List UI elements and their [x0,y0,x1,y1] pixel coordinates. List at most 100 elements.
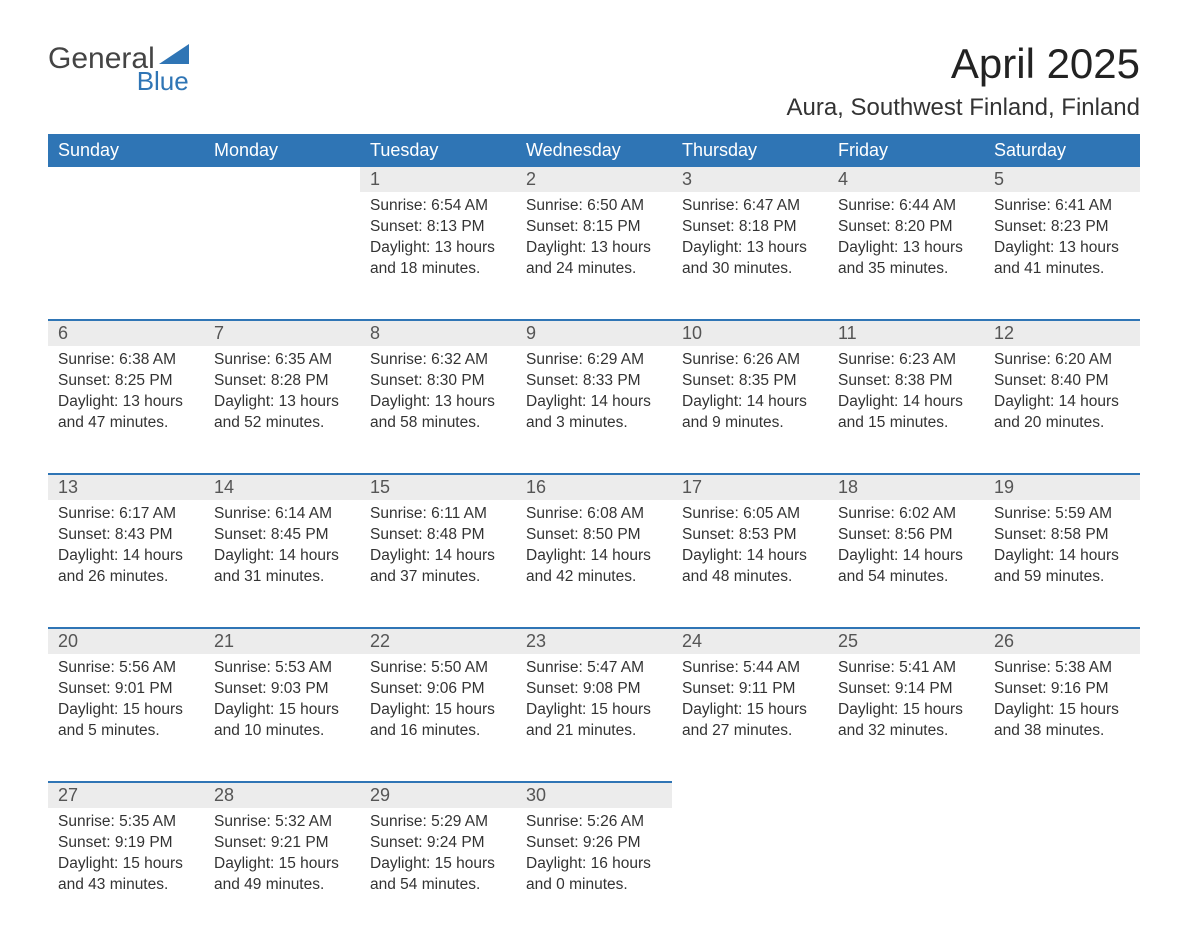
day-details: Sunrise: 5:50 AMSunset: 9:06 PMDaylight:… [360,654,516,756]
day-detail-line: and 9 minutes. [682,413,818,434]
day-number-cell: 25 [828,628,984,654]
day-details: Sunrise: 5:38 AMSunset: 9:16 PMDaylight:… [984,654,1140,756]
day-detail-line: Daylight: 13 hours [370,392,506,413]
day-detail-line: Daylight: 13 hours [214,392,350,413]
day-body-cell: Sunrise: 5:53 AMSunset: 9:03 PMDaylight:… [204,654,360,782]
day-body-row: Sunrise: 6:17 AMSunset: 8:43 PMDaylight:… [48,500,1140,628]
day-detail-line: Sunset: 8:25 PM [58,371,194,392]
day-number-cell [48,167,204,192]
day-detail-line: Sunrise: 6:29 AM [526,350,662,371]
day-detail-line: Sunset: 9:01 PM [58,679,194,700]
day-detail-line: Daylight: 15 hours [682,700,818,721]
day-detail-line: Sunset: 9:21 PM [214,833,350,854]
day-body-cell: Sunrise: 6:05 AMSunset: 8:53 PMDaylight:… [672,500,828,628]
day-detail-line: Daylight: 16 hours [526,854,662,875]
day-detail-line: Sunrise: 6:08 AM [526,504,662,525]
day-body-cell: Sunrise: 5:50 AMSunset: 9:06 PMDaylight:… [360,654,516,782]
day-body-cell: Sunrise: 6:32 AMSunset: 8:30 PMDaylight:… [360,346,516,474]
day-detail-line: and 52 minutes. [214,413,350,434]
day-body-row: Sunrise: 6:54 AMSunset: 8:13 PMDaylight:… [48,192,1140,320]
day-detail-line: Daylight: 14 hours [838,546,974,567]
day-header: Monday [204,134,360,167]
day-details: Sunrise: 6:32 AMSunset: 8:30 PMDaylight:… [360,346,516,448]
day-header: Sunday [48,134,204,167]
day-details: Sunrise: 5:47 AMSunset: 9:08 PMDaylight:… [516,654,672,756]
day-detail-line: Sunrise: 5:26 AM [526,812,662,833]
logo: General Blue [48,40,189,94]
day-number-cell: 7 [204,320,360,346]
day-detail-line: Sunrise: 5:41 AM [838,658,974,679]
day-details: Sunrise: 5:29 AMSunset: 9:24 PMDaylight:… [360,808,516,910]
day-details: Sunrise: 5:35 AMSunset: 9:19 PMDaylight:… [48,808,204,910]
day-details: Sunrise: 6:26 AMSunset: 8:35 PMDaylight:… [672,346,828,448]
day-details [204,192,360,210]
day-number-cell: 5 [984,167,1140,192]
day-body-cell: Sunrise: 5:44 AMSunset: 9:11 PMDaylight:… [672,654,828,782]
day-details: Sunrise: 6:50 AMSunset: 8:15 PMDaylight:… [516,192,672,294]
day-detail-line: and 41 minutes. [994,259,1130,280]
day-details: Sunrise: 5:44 AMSunset: 9:11 PMDaylight:… [672,654,828,756]
day-details: Sunrise: 5:53 AMSunset: 9:03 PMDaylight:… [204,654,360,756]
day-detail-line: and 20 minutes. [994,413,1130,434]
day-detail-line: Sunset: 8:23 PM [994,217,1130,238]
logo-text-blue: Blue [48,68,189,94]
day-details: Sunrise: 6:54 AMSunset: 8:13 PMDaylight:… [360,192,516,294]
day-detail-line: and 26 minutes. [58,567,194,588]
day-detail-line: Sunrise: 6:50 AM [526,196,662,217]
day-number-cell: 20 [48,628,204,654]
day-detail-line: Sunset: 8:38 PM [838,371,974,392]
day-detail-line: and 30 minutes. [682,259,818,280]
day-details: Sunrise: 5:32 AMSunset: 9:21 PMDaylight:… [204,808,360,910]
day-details: Sunrise: 6:35 AMSunset: 8:28 PMDaylight:… [204,346,360,448]
day-body-cell [48,192,204,320]
day-body-cell: Sunrise: 6:17 AMSunset: 8:43 PMDaylight:… [48,500,204,628]
day-number-row: 27282930 [48,782,1140,808]
day-details: Sunrise: 6:08 AMSunset: 8:50 PMDaylight:… [516,500,672,602]
day-detail-line: Sunset: 9:14 PM [838,679,974,700]
day-number-cell: 17 [672,474,828,500]
day-detail-line: Sunrise: 5:47 AM [526,658,662,679]
day-detail-line: and 49 minutes. [214,875,350,896]
day-body-cell: Sunrise: 6:29 AMSunset: 8:33 PMDaylight:… [516,346,672,474]
day-detail-line: Sunset: 9:06 PM [370,679,506,700]
day-detail-line: Daylight: 14 hours [526,392,662,413]
day-detail-line: Daylight: 15 hours [994,700,1130,721]
day-body-cell [672,808,828,936]
day-detail-line: Daylight: 14 hours [214,546,350,567]
day-details: Sunrise: 6:20 AMSunset: 8:40 PMDaylight:… [984,346,1140,448]
day-details: Sunrise: 5:26 AMSunset: 9:26 PMDaylight:… [516,808,672,910]
day-detail-line: and 42 minutes. [526,567,662,588]
day-body-cell [204,192,360,320]
day-number-cell: 23 [516,628,672,654]
day-body-cell: Sunrise: 6:11 AMSunset: 8:48 PMDaylight:… [360,500,516,628]
day-detail-line: Daylight: 14 hours [370,546,506,567]
day-detail-line: and 38 minutes. [994,721,1130,742]
day-detail-line: Sunset: 8:13 PM [370,217,506,238]
calendar-table: SundayMondayTuesdayWednesdayThursdayFrid… [48,134,1140,936]
day-detail-line: Sunrise: 6:17 AM [58,504,194,525]
day-number-cell: 16 [516,474,672,500]
day-detail-line: Sunrise: 6:26 AM [682,350,818,371]
day-detail-line: Daylight: 13 hours [838,238,974,259]
day-details: Sunrise: 6:38 AMSunset: 8:25 PMDaylight:… [48,346,204,448]
day-detail-line: Sunrise: 6:02 AM [838,504,974,525]
day-number-cell: 29 [360,782,516,808]
day-number-cell: 8 [360,320,516,346]
day-detail-line: Sunset: 8:28 PM [214,371,350,392]
day-body-cell: Sunrise: 6:41 AMSunset: 8:23 PMDaylight:… [984,192,1140,320]
day-number-cell: 18 [828,474,984,500]
day-body-cell [984,808,1140,936]
day-number-cell: 28 [204,782,360,808]
day-detail-line: Sunrise: 5:53 AM [214,658,350,679]
day-detail-line: Daylight: 15 hours [58,700,194,721]
day-detail-line: and 15 minutes. [838,413,974,434]
day-detail-line: Sunrise: 5:44 AM [682,658,818,679]
day-number-cell: 13 [48,474,204,500]
day-header: Saturday [984,134,1140,167]
day-detail-line: Daylight: 15 hours [58,854,194,875]
day-number-cell: 14 [204,474,360,500]
day-body-cell: Sunrise: 6:14 AMSunset: 8:45 PMDaylight:… [204,500,360,628]
day-detail-line: and 27 minutes. [682,721,818,742]
day-detail-line: and 18 minutes. [370,259,506,280]
day-body-cell: Sunrise: 6:44 AMSunset: 8:20 PMDaylight:… [828,192,984,320]
